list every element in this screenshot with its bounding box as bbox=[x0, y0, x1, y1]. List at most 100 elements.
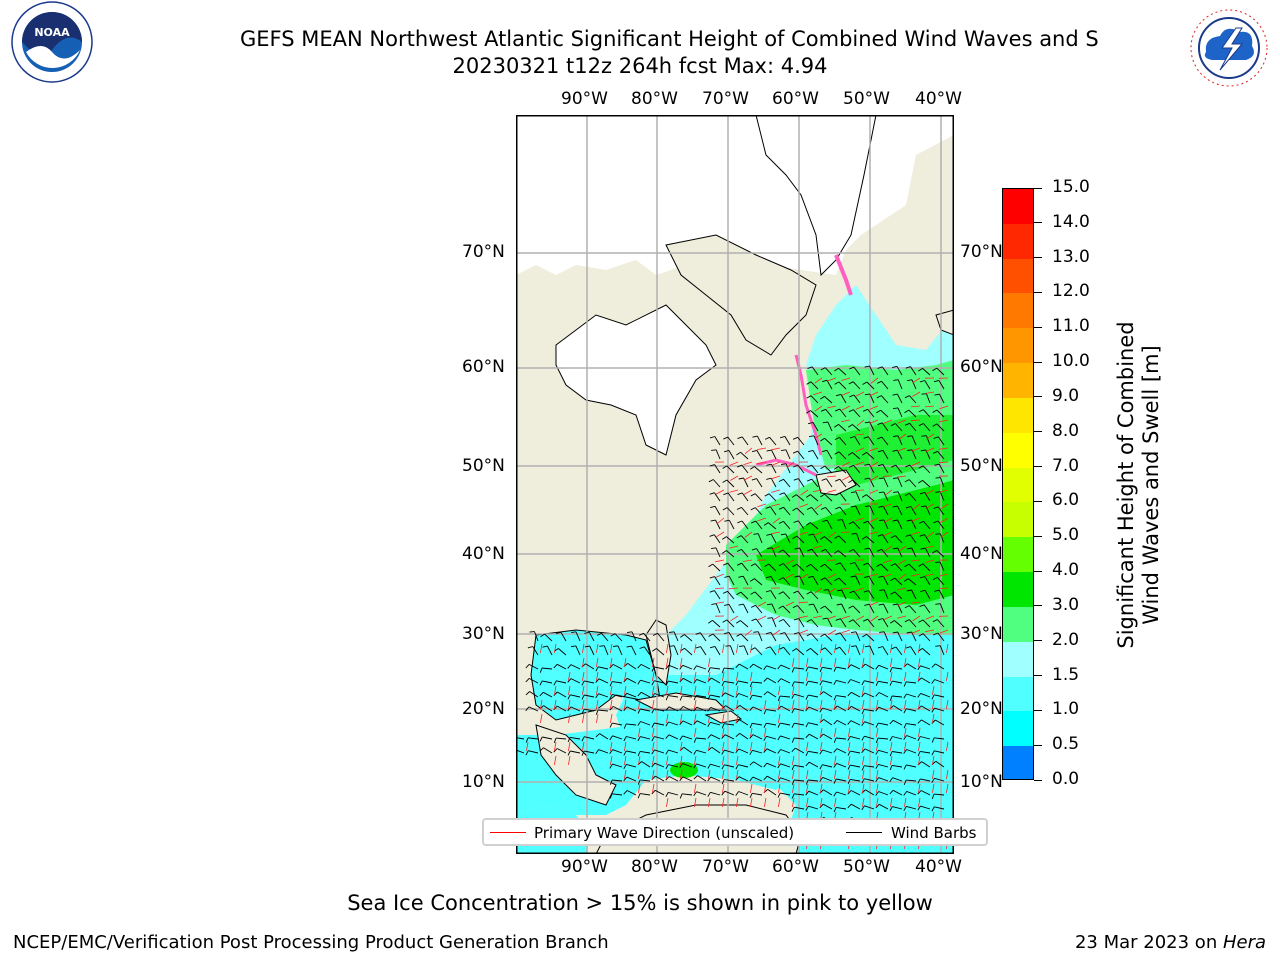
wind-barb-feather bbox=[904, 563, 910, 568]
wave-direction-arrow bbox=[834, 657, 837, 667]
wind-barb bbox=[850, 764, 861, 768]
wind-barb bbox=[743, 645, 749, 656]
wind-barb bbox=[797, 464, 805, 474]
wave-direction-arrow bbox=[820, 769, 823, 779]
wind-barb bbox=[797, 605, 805, 614]
wave-direction-arrow bbox=[814, 405, 823, 412]
wave-direction-arrow bbox=[680, 671, 683, 681]
wind-barb bbox=[812, 422, 819, 432]
wind-barb-feather bbox=[749, 681, 753, 687]
wind-barb bbox=[852, 424, 861, 432]
wind-barb-feather bbox=[525, 706, 530, 712]
wind-barb-feather bbox=[821, 478, 827, 481]
wind-barb-feather bbox=[525, 691, 530, 696]
wave-direction-arrow bbox=[652, 783, 655, 793]
colorbar-tick-label: 4.0 bbox=[1052, 560, 1080, 581]
wind-barb-feather bbox=[553, 680, 557, 686]
wave-direction-arrow bbox=[764, 797, 767, 807]
wind-barb bbox=[934, 777, 945, 782]
wave-direction-arrow bbox=[890, 755, 893, 765]
wind-barb bbox=[741, 464, 749, 474]
wind-barb bbox=[754, 466, 763, 474]
wind-barb bbox=[906, 790, 917, 796]
wind-barb-feather bbox=[651, 693, 655, 698]
wave-direction-arrow bbox=[890, 741, 893, 751]
wave-direction-arrow bbox=[855, 587, 865, 592]
wave-direction-arrow bbox=[554, 643, 557, 653]
wind-barb bbox=[897, 491, 903, 502]
wind-barb bbox=[631, 631, 637, 642]
wind-barb-feather bbox=[793, 464, 799, 468]
wave-direction-arrow bbox=[750, 741, 753, 751]
wind-barb bbox=[910, 366, 917, 376]
wave-direction-arrow bbox=[911, 461, 921, 467]
wave-direction-arrow bbox=[884, 545, 893, 552]
wind-barb-feather bbox=[791, 793, 795, 799]
wind-barb bbox=[712, 479, 721, 488]
colorbar-tick-label: 13.0 bbox=[1052, 246, 1090, 267]
lat-label-right-70n: 70°N bbox=[960, 242, 1003, 262]
wind-barb-feather bbox=[861, 748, 866, 754]
colorbar-segment bbox=[1003, 467, 1033, 503]
wind-barb bbox=[908, 578, 917, 586]
wind-barb-feather bbox=[889, 736, 893, 742]
wave-direction-arrow bbox=[932, 755, 935, 765]
wind-barb-feather bbox=[931, 694, 935, 700]
wind-barb-feather bbox=[539, 667, 543, 673]
wind-barb bbox=[798, 478, 805, 488]
wave-direction-arrow bbox=[708, 797, 711, 807]
wind-barb-feather bbox=[693, 665, 697, 671]
wind-barb bbox=[893, 705, 903, 712]
wave-direction-arrow bbox=[806, 783, 809, 793]
wind-barb-feather bbox=[778, 577, 784, 581]
wave-direction-arrow bbox=[876, 797, 879, 807]
wind-barb bbox=[823, 789, 833, 796]
wind-barb bbox=[599, 733, 609, 740]
wind-barb-feather bbox=[707, 707, 712, 712]
wind-barb-feather bbox=[809, 435, 815, 438]
wave-direction-arrow bbox=[904, 643, 907, 653]
wind-barb bbox=[853, 549, 861, 558]
wave-direction-arrow bbox=[854, 489, 865, 491]
wind-barb bbox=[824, 633, 833, 642]
wave-direction-arrow bbox=[939, 405, 949, 410]
wind-barb-feather bbox=[834, 381, 840, 385]
wave-direction-arrow bbox=[946, 769, 949, 779]
wave-direction-arrow bbox=[827, 615, 837, 620]
wind-barb-feather bbox=[834, 646, 840, 650]
wind-barb bbox=[826, 520, 833, 530]
wind-barb-feather bbox=[931, 806, 935, 812]
wind-barb bbox=[543, 705, 553, 712]
wind-barb-feather bbox=[623, 723, 627, 729]
wind-barb bbox=[741, 520, 749, 530]
wind-barb-feather bbox=[778, 563, 784, 567]
wind-barb bbox=[769, 646, 777, 656]
wind-barb bbox=[797, 437, 805, 446]
wind-barb bbox=[570, 706, 581, 712]
wind-barb bbox=[921, 705, 931, 712]
wind-barb-feather bbox=[750, 578, 755, 582]
wind-barb bbox=[714, 464, 721, 474]
wind-barb bbox=[878, 763, 889, 768]
wind-barb-feather bbox=[865, 505, 871, 507]
wind-barb bbox=[908, 563, 917, 572]
wind-barb-feather bbox=[723, 562, 728, 566]
wind-barb bbox=[897, 477, 903, 488]
wind-barb-feather bbox=[889, 695, 893, 701]
wind-barb bbox=[768, 522, 777, 530]
wind-barb bbox=[627, 663, 637, 670]
wind-barb-feather bbox=[835, 478, 840, 482]
wind-barb bbox=[783, 521, 791, 530]
wind-barb-feather bbox=[707, 667, 711, 673]
wind-barb bbox=[925, 547, 931, 558]
lon-label-top-80w: 80°W bbox=[631, 89, 678, 109]
wave-direction-arrow bbox=[610, 671, 613, 681]
colorbar-segment bbox=[1003, 258, 1033, 294]
wind-barb bbox=[935, 663, 945, 670]
wind-barb-feather bbox=[847, 679, 851, 684]
wave-direction-arrow bbox=[610, 741, 613, 751]
wind-barb-feather bbox=[553, 737, 557, 743]
wind-barb-feather bbox=[935, 645, 941, 647]
wind-barb-feather bbox=[918, 480, 923, 484]
wind-barb bbox=[924, 492, 931, 502]
